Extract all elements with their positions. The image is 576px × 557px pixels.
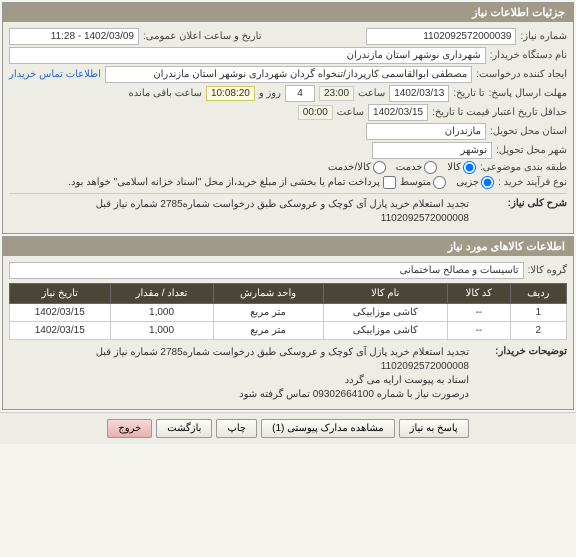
table-header: کد کالا — [447, 284, 510, 304]
desc-text: تجدید استعلام خرید پازل آی کوچک و عروسکی… — [9, 198, 469, 226]
panel-title: جزئیات اطلاعات نیاز — [472, 7, 565, 19]
radio-medium-input[interactable] — [433, 176, 446, 189]
footer-buttons: پاسخ به نیاز مشاهده مدارک پیوستی (1) چاپ… — [0, 412, 576, 444]
goods-header: اطلاعات کالاهای مورد نیاز — [3, 237, 573, 256]
days-and-label: روز و — [259, 88, 281, 99]
reply-date: 1402/03/13 — [389, 85, 449, 102]
goods-body: گروه کالا: تاسیسات و مصالح ساختمانی ردیف… — [3, 256, 573, 409]
buyer-desc-text: تجدید استعلام خرید پازل آی کوچک و عروسکی… — [9, 346, 469, 402]
radio-goods-input[interactable] — [463, 161, 476, 174]
province-label: استان محل تحویل: — [490, 126, 567, 137]
goods-table: ردیفکد کالانام کالاواحد شمارشتعداد / مقد… — [9, 283, 567, 340]
valid-time: 00:00 — [298, 105, 333, 120]
table-row: 2--کاشی موزاییکیمتر مربع1,0001402/03/15 — [10, 322, 567, 340]
buyer-desc-label: توضیحات خریدار: — [477, 346, 567, 357]
process-radios: جزیی متوسط — [400, 176, 494, 189]
payment-checkbox-input[interactable] — [383, 176, 396, 189]
radio-goods-service[interactable]: کالا/خدمت — [328, 161, 386, 174]
need-details-panel: جزئیات اطلاعات نیاز شماره نیاز: 11020925… — [2, 2, 574, 234]
province-value: مازندران — [366, 123, 486, 140]
exit-button[interactable]: خروج — [107, 419, 152, 438]
back-button[interactable]: بازگشت — [156, 419, 212, 438]
category-label: طبقه بندی موضوعی: — [480, 162, 567, 173]
buyer-label: نام دستگاه خریدار: — [490, 50, 567, 61]
announce-value: 1402/03/09 - 11:28 — [9, 28, 139, 45]
category-radios: کالا خدمت کالا/خدمت — [328, 161, 476, 174]
reply-button[interactable]: پاسخ به نیاز — [399, 419, 469, 438]
radio-medium[interactable]: متوسط — [400, 176, 446, 189]
table-header: تاریخ نیاز — [10, 284, 111, 304]
contact-link[interactable]: اطلاعات تماس خریدار — [9, 69, 101, 80]
radio-goods[interactable]: کالا — [447, 161, 476, 174]
payment-note: پرداخت تمام یا بخشی از مبلغ خرید،از محل … — [68, 177, 380, 188]
need-no-label: شماره نیاز: — [520, 31, 567, 42]
payment-checkbox[interactable]: پرداخت تمام یا بخشی از مبلغ خرید،از محل … — [68, 176, 396, 189]
creator-label: ایجاد کننده درخواست: — [476, 69, 567, 80]
reply-deadline-label: مهلت ارسال پاسخ: — [489, 88, 567, 99]
reply-time: 23:00 — [319, 86, 354, 101]
panel-body: شماره نیاز: 1102092572000039 تاریخ و ساع… — [3, 22, 573, 233]
goods-group: تاسیسات و مصالح ساختمانی — [9, 262, 524, 279]
goods-group-label: گروه کالا: — [528, 265, 567, 276]
radio-partial[interactable]: جزیی — [456, 176, 494, 189]
desc-label: شرح کلی نیاز: — [477, 198, 567, 209]
announce-label: تاریخ و ساعت اعلان عمومی: — [143, 31, 262, 42]
creator-value: مصطفی ابوالقاسمی کارپرداز/تنخواه گردان ش… — [105, 66, 472, 83]
time-label-2: ساعت — [337, 107, 364, 118]
need-no-value: 1102092572000039 — [366, 28, 516, 45]
valid-until-label: حداقل تاریخ اعتبار قیمت تا تاریخ: — [432, 107, 567, 118]
days-count: 4 — [285, 85, 315, 102]
table-header: ردیف — [510, 284, 566, 304]
radio-service-input[interactable] — [424, 161, 437, 174]
table-header: تعداد / مقدار — [110, 284, 213, 304]
valid-date: 1402/03/15 — [368, 104, 428, 121]
reply-deadline-until: تا تاریخ: — [453, 88, 484, 99]
process-label: نوع فرآیند خرید : — [498, 177, 567, 188]
buyer-value: شهرداری نوشهر استان مازندران — [9, 47, 486, 64]
table-header: نام کالا — [323, 284, 447, 304]
table-header: واحد شمارش — [213, 284, 323, 304]
goods-panel: اطلاعات کالاهای مورد نیاز گروه کالا: تاس… — [2, 236, 574, 410]
remaining-label: ساعت باقی مانده — [129, 88, 202, 99]
radio-partial-input[interactable] — [481, 176, 494, 189]
panel-header: جزئیات اطلاعات نیاز — [3, 3, 573, 22]
city-label: شهر محل تحویل: — [496, 145, 567, 156]
radio-goods-service-input[interactable] — [373, 161, 386, 174]
remaining-time: 10:08:20 — [206, 86, 255, 101]
attachments-button[interactable]: مشاهده مدارک پیوستی (1) — [261, 419, 395, 438]
table-row: 1--کاشی موزاییکیمتر مربع1,0001402/03/15 — [10, 304, 567, 322]
print-button[interactable]: چاپ — [216, 419, 257, 438]
time-label-1: ساعت — [358, 88, 385, 99]
radio-service[interactable]: خدمت — [396, 161, 438, 174]
city-value: نوشهر — [372, 142, 492, 159]
